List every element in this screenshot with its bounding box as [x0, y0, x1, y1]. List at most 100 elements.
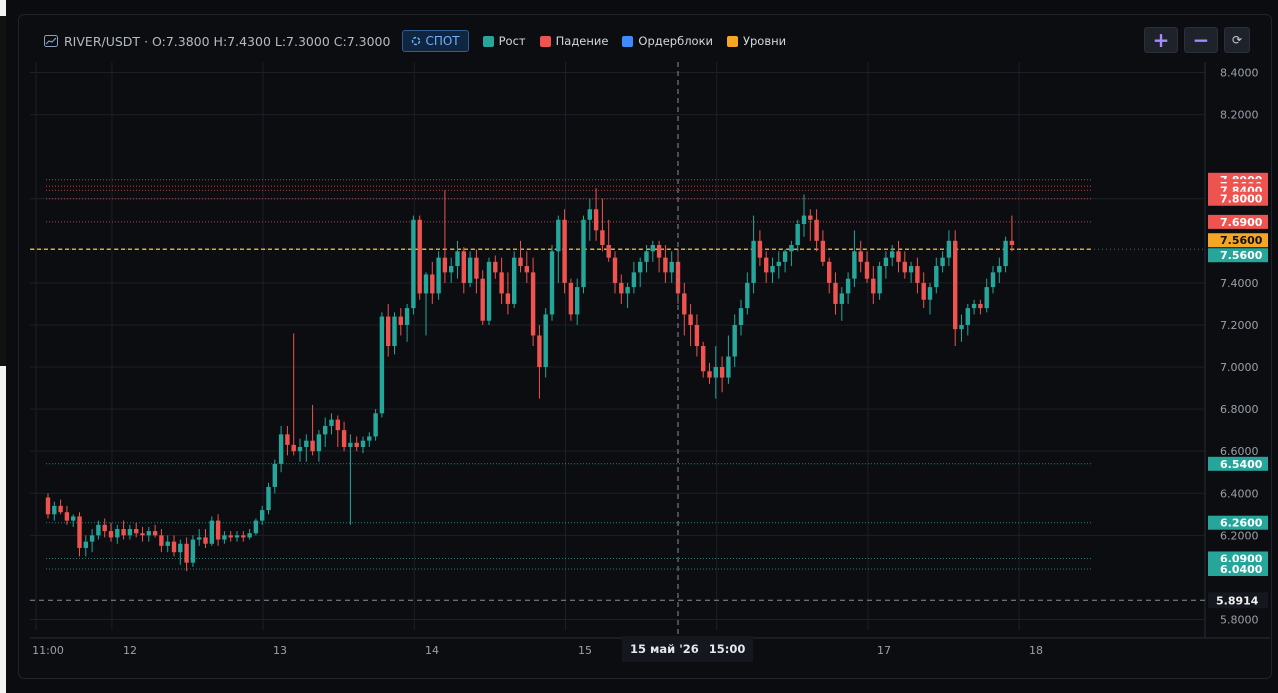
legend-fall[interactable]: Падение: [539, 34, 608, 48]
reset-button[interactable]: ⟳: [1224, 27, 1250, 53]
candle-body: [726, 356, 731, 378]
candle-body: [96, 524, 101, 536]
candle-body: [127, 529, 133, 536]
price-tick-label: 6.6000: [1220, 445, 1259, 458]
legend-rise[interactable]: Рост: [482, 34, 526, 48]
candle-body: [260, 510, 265, 521]
candle-body: [606, 245, 611, 258]
time-tick-label: 18: [1029, 644, 1043, 657]
zoom-in-button[interactable]: +: [1144, 27, 1178, 53]
candle-body: [297, 446, 303, 452]
crosshair-price-label: 5.8914: [1216, 594, 1259, 607]
candle-body: [921, 282, 926, 300]
candle-body: [373, 413, 378, 437]
candle-body: [480, 278, 485, 321]
time-tick-label: 11:00: [32, 644, 64, 657]
candle-body: [335, 419, 340, 431]
candle-body: [165, 541, 170, 546]
spot-label: СПОТ: [425, 34, 460, 48]
zoom-controls: + − ⟳: [1144, 27, 1250, 53]
candle-body: [537, 335, 542, 368]
candle-body: [782, 251, 788, 262]
candle-body: [543, 314, 548, 368]
candle-body: [776, 261, 781, 267]
candle-body: [505, 293, 511, 304]
spot-button[interactable]: СПОТ: [402, 30, 469, 52]
candle-body: [890, 251, 895, 258]
candle-body: [417, 219, 422, 294]
candle-body: [89, 535, 95, 542]
candle-body: [638, 261, 643, 273]
price-tick-label: 5.8000: [1220, 613, 1259, 626]
candle-body: [902, 261, 907, 273]
crosshair-price-badge: [1208, 592, 1268, 609]
candle-body: [593, 209, 599, 231]
candle-body: [934, 266, 939, 288]
candle-body: [222, 535, 227, 540]
zoom-out-button[interactable]: −: [1184, 27, 1218, 53]
candle-body: [83, 541, 88, 548]
chart-frame: [18, 14, 1272, 679]
candle-body: [436, 257, 441, 294]
candle-body: [965, 308, 970, 325]
candle-body: [827, 261, 832, 283]
level-badge-label: 6.2600: [1220, 517, 1263, 530]
candle-body: [984, 287, 989, 309]
candle-body: [600, 230, 605, 246]
candle-body: [316, 434, 322, 452]
time-tick-label: 17: [877, 644, 891, 657]
time-tick-label: 15: [578, 644, 592, 657]
candle-body: [159, 535, 164, 546]
candle-body: [430, 274, 435, 294]
level-badge-label: 6.0400: [1220, 563, 1263, 576]
legend-rise-label: Рост: [498, 34, 526, 48]
legend-levels[interactable]: Уровни: [727, 34, 786, 48]
ohlc-readout: · O:7.3800 H:7.4300 L:7.3000 C:7.3000: [144, 33, 391, 49]
candle-body: [575, 287, 580, 315]
candle-body: [568, 282, 574, 315]
candle-body: [266, 486, 271, 511]
candle-body: [688, 314, 693, 325]
candle-body: [203, 537, 208, 544]
candle-body: [612, 257, 618, 283]
candle-body: [102, 524, 107, 532]
candle-body: [467, 257, 473, 283]
price-tick-label: 7.4000: [1220, 277, 1259, 290]
candle-body: [64, 512, 70, 521]
candle-body: [115, 529, 120, 538]
price-tick-label: 6.4000: [1220, 487, 1259, 500]
spot-spinner-icon: [412, 36, 421, 46]
candle-body: [971, 303, 977, 309]
legend-orderblocks[interactable]: Ордерблоки: [622, 34, 713, 48]
candle-body: [713, 367, 718, 378]
candle-body: [877, 266, 882, 294]
level-badge-label: 7.8000: [1220, 193, 1263, 206]
candle-body: [959, 324, 964, 330]
candle-body: [871, 278, 876, 294]
candle-body: [493, 261, 498, 273]
candle-body: [682, 293, 687, 315]
level-badge: [1208, 248, 1268, 263]
level-badge: [1208, 233, 1268, 248]
candle-body: [845, 278, 851, 294]
candle-body: [455, 251, 460, 267]
candle-body: [953, 240, 958, 330]
candle-body: [625, 287, 630, 294]
candle-body: [341, 430, 347, 447]
price-tick-label: 7.2000: [1220, 319, 1259, 332]
chart-toolbar: RIVER/USDT · O:7.3800 H:7.4300 L:7.3000 …: [26, 28, 786, 54]
candle-body: [864, 261, 870, 279]
legend-levels-swatch: [727, 35, 738, 47]
level-badge: [1208, 561, 1268, 576]
candle-body: [719, 367, 725, 378]
level-badge: [1208, 456, 1268, 471]
time-tick-label: 13: [273, 644, 287, 657]
level-badge: [1208, 191, 1268, 206]
level-badge: [1208, 551, 1268, 566]
candle-body: [348, 442, 353, 447]
level-badge-label: 7.5600: [1220, 234, 1263, 247]
candle-body: [386, 316, 391, 346]
candle-body: [801, 215, 807, 224]
candle-body: [530, 272, 536, 336]
